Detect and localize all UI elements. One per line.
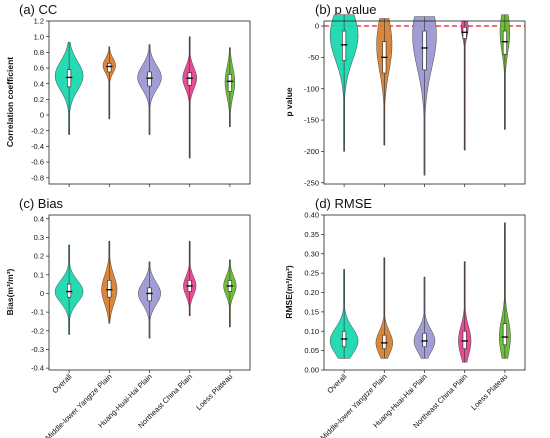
y-tick-label: -0.2 [31,326,44,335]
box [422,332,427,348]
chart-panel-1: (a) CC Correlation coefficient -0.8 -0.6 -0.… [5,2,251,187]
y-tick-label: -0.4 [31,142,44,151]
y-tick-label: 0.05 [304,346,319,355]
y-tick-label: -0.6 [31,158,44,167]
panel-title: (b) p value [315,2,376,17]
box [227,73,232,92]
box [67,69,72,88]
box [147,71,152,87]
x-category-label: Overall [50,372,73,395]
y-axis-label: RMSE(m³/m³) [284,265,294,319]
y-tick-label: 0.40 [304,211,319,220]
y-tick-label: -50 [308,53,319,62]
y-tick-label: -0.2 [31,126,44,135]
box [187,72,192,86]
y-tick-label: -0.3 [31,345,44,354]
box [382,334,387,349]
chart-panel-4: (d) RMSE RMSE(m³/m³) 0.00 0.05 0.10 0.15 0.20 0… [284,196,526,438]
y-tick-label: 1.2 [34,17,44,26]
y-tick-label: 0 [40,289,44,298]
box [462,330,467,349]
y-tick-label: 0.4 [34,214,44,223]
y-tick-label: 0.8 [34,48,44,57]
y-tick-label: 0.2 [34,95,44,104]
y-tick-label: -0.4 [31,364,44,373]
box [502,30,507,55]
y-tick-label: 0.2 [34,252,44,261]
y-axis-label: Bias(m³/m³) [5,268,15,315]
y-tick-label: 0.10 [304,327,319,336]
box [502,323,507,346]
box [422,30,427,71]
y-tick-label: 0.1 [34,270,44,279]
y-tick-label: -150 [304,116,319,125]
box [67,283,72,298]
y-tick-label: 1.0 [34,32,44,41]
y-tick-label: -0.8 [31,173,44,182]
y-tick-label: -0.1 [31,308,44,317]
box [107,63,112,73]
panel-title: (a) CC [19,2,57,17]
y-tick-label: 0.25 [304,269,319,278]
y-tick-label: 0.30 [304,249,319,258]
y-tick-label: -200 [304,147,319,156]
panel-title: (c) Bias [19,196,64,211]
y-tick-label: 0.6 [34,64,44,73]
y-tick-label: 0.4 [34,79,44,88]
y-tick-label: 0 [315,22,319,31]
y-tick-label: -250 [304,178,319,187]
box [342,30,347,61]
chart-panel-3: (c) Bias Bias(m³/m³) -0.4 -0.3 -0.2 -0.1 0 0.1 0… [5,196,251,438]
x-category-label: Loess Plateau [469,372,509,412]
y-tick-label: -100 [304,84,319,93]
chart-panel-2: (b) p value p value -250 -200 -150 -100 -50 0 [284,2,526,187]
y-axis-label: Correlation coefficient [5,57,15,147]
y-tick-label: 0.3 [34,233,44,242]
y-tick-label: 0.20 [304,288,319,297]
box [147,287,152,302]
panel-title: (d) RMSE [315,196,372,211]
y-tick-label: 0.15 [304,307,319,316]
box [107,280,112,298]
y-tick-label: 0.35 [304,230,319,239]
x-category-label: Overall [325,372,348,395]
y-tick-label: 0.00 [304,366,319,375]
x-category-label: Loess Plateau [194,372,234,412]
y-tick-label: 0 [40,111,44,120]
y-axis-label: p value [284,87,294,117]
